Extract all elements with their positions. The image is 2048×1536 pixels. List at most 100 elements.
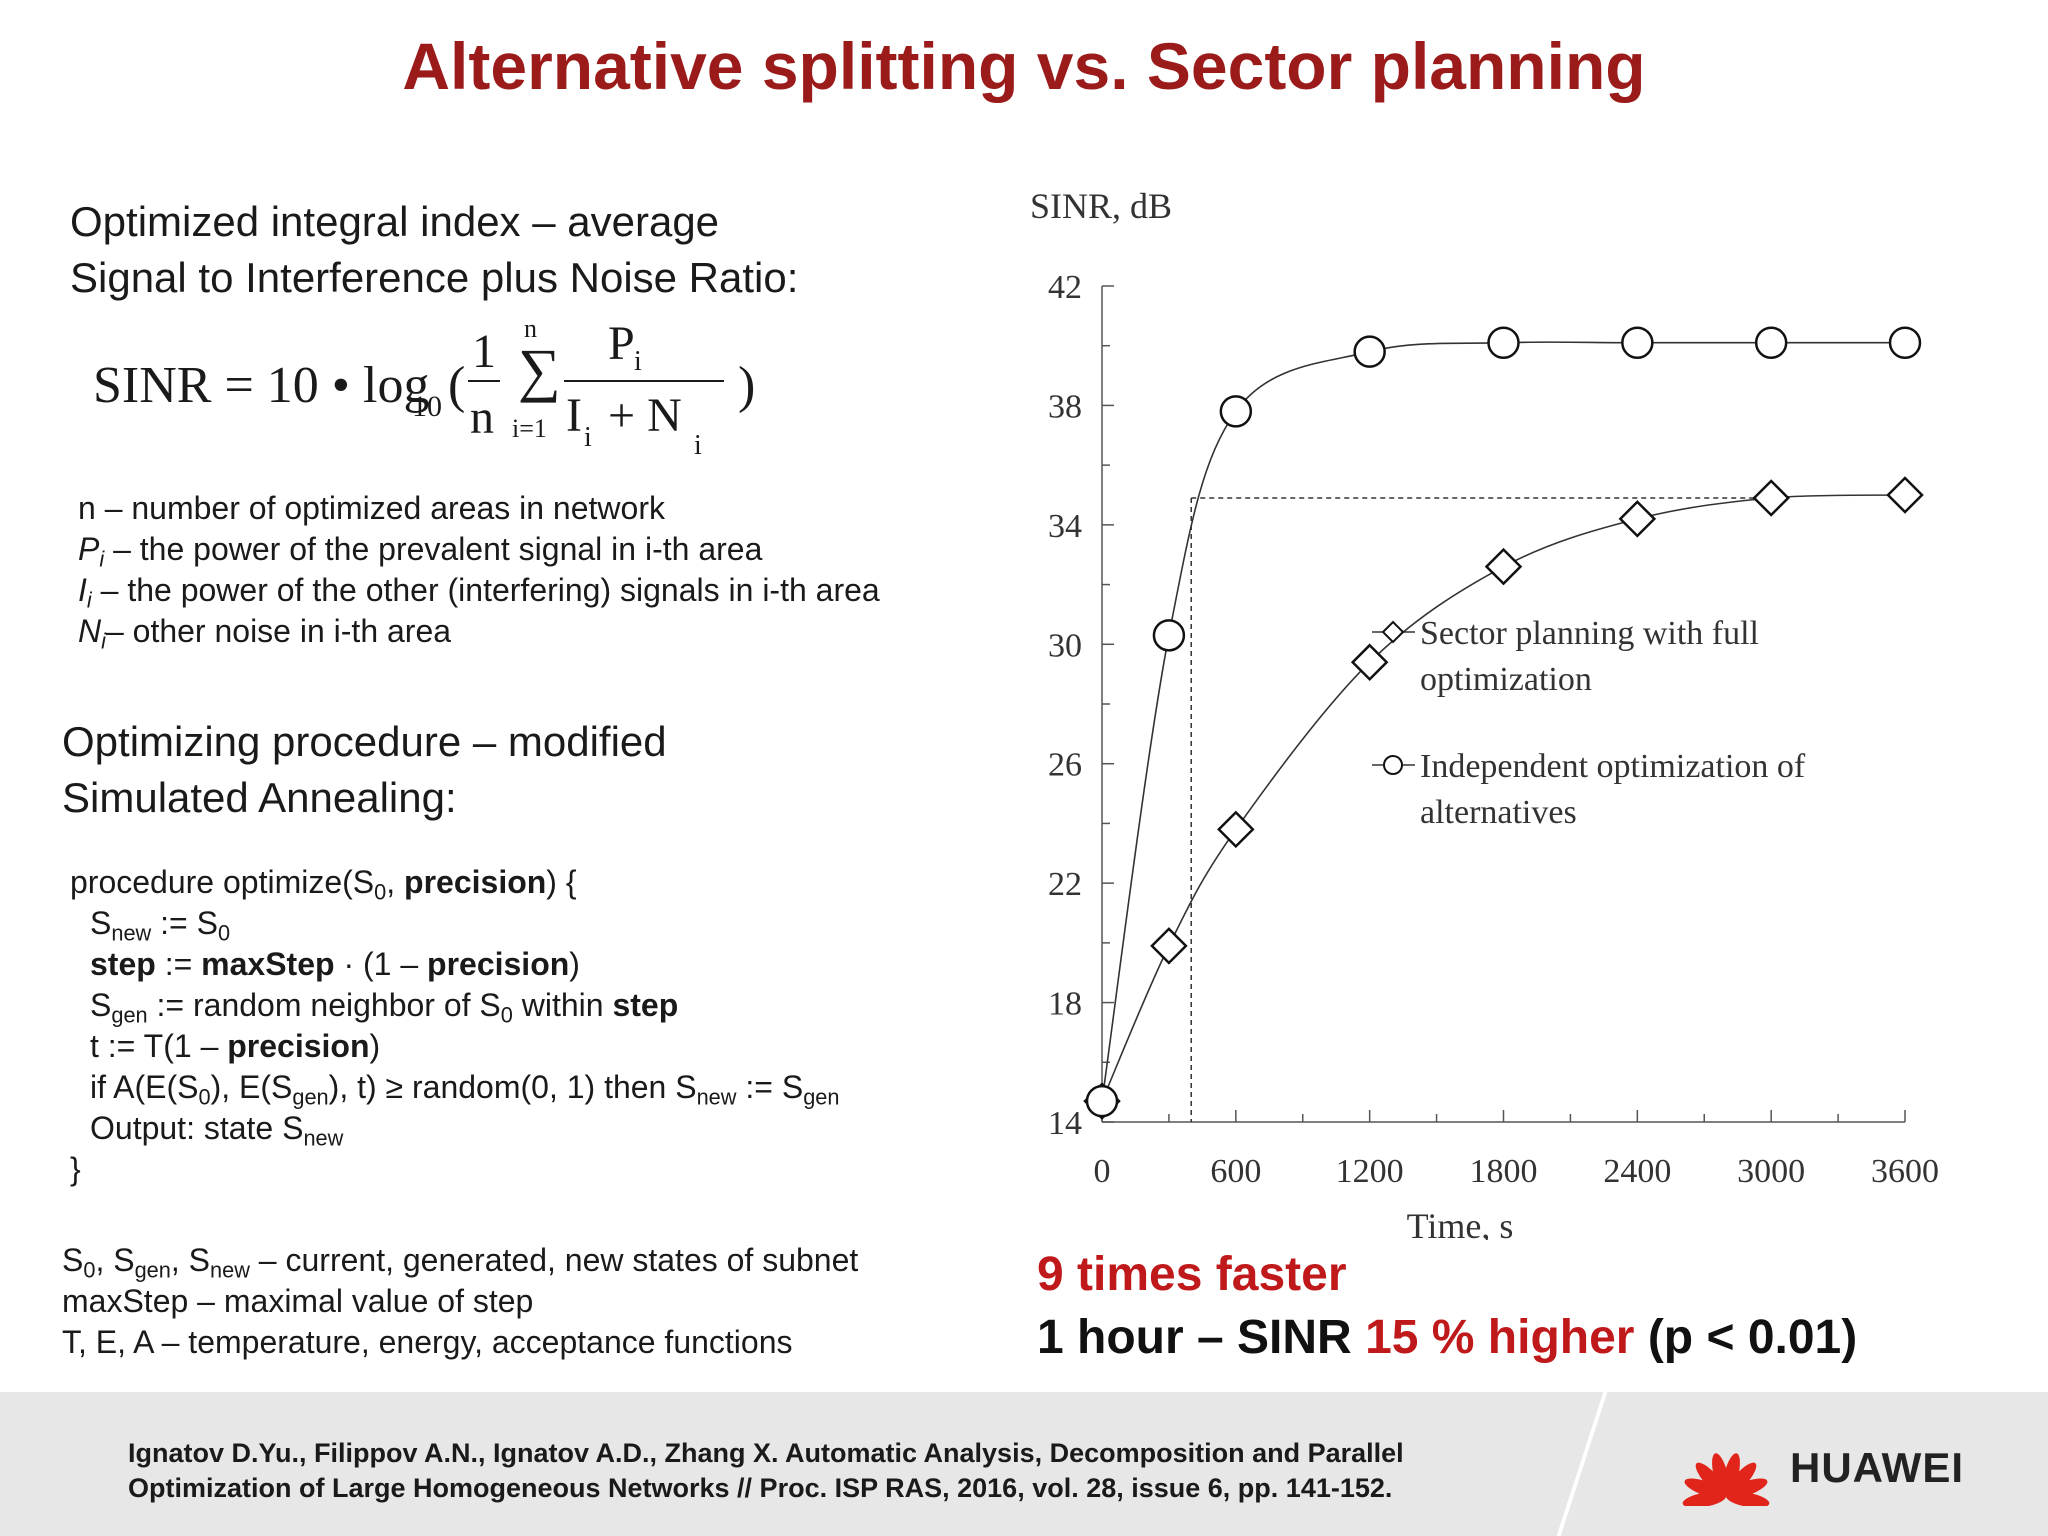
logo-petal (1682, 1491, 1727, 1506)
circle-marker (1888, 326, 1922, 359)
code-line-4: Sgen := random neighbor of S0 within ste… (90, 987, 679, 1028)
x-axis-label: Time, s (1407, 1206, 1514, 1240)
definition-i: Ii – the power of the other (interfering… (78, 572, 880, 613)
code-line-7: Output: state Snew (90, 1110, 344, 1151)
code-line-5: t := T(1 – precision) (90, 1028, 381, 1064)
circle-marker (1219, 395, 1253, 428)
citation-line-1: Ignatov D.Yu., Filippov A.N., Ignatov A.… (128, 1438, 1404, 1468)
formula-frac-numerator: 1 (472, 325, 496, 378)
sinr-result: 1 hour – SINR 15 % higher (p < 0.01) (1037, 1311, 1858, 1364)
definition-n: n – number of optimized areas in network (78, 490, 665, 526)
code-line-1: procedure optimize(S0, precision) { (70, 864, 577, 905)
x-tick-label: 1200 (1336, 1153, 1404, 1190)
speed-result: 9 times faster (1037, 1248, 1347, 1301)
diamond-marker (1217, 810, 1255, 849)
code-line-6: if A(E(S0), E(Sgen), t) ≥ random(0, 1) t… (90, 1069, 840, 1110)
definition-n-noise: Ni– other noise in i-th area (78, 613, 452, 654)
index-heading-line-2: Signal to Interference plus Noise Ratio: (70, 254, 799, 301)
x-tick-label: 2400 (1603, 1153, 1671, 1190)
definition-p: Pi – the power of the prevalent signal i… (78, 531, 763, 572)
circle-marker (1754, 326, 1788, 359)
legend-label: alternatives (1420, 794, 1577, 831)
reference-lines (1190, 497, 1772, 1122)
procedure-heading: Optimizing procedure – modified Simulate… (62, 714, 667, 826)
y-tick-label: 22 (1048, 866, 1082, 903)
circle-marker (1353, 335, 1386, 368)
formula-frac-bar (468, 380, 500, 382)
diamond-marker (1618, 500, 1657, 538)
legend-diamond-icon (1381, 620, 1405, 644)
circle-marker (1152, 619, 1186, 652)
formula-open-paren: ( (448, 357, 466, 414)
chart-legend: Sector planning with full optimization Ind… (1372, 615, 1806, 831)
diamond-marker (1350, 643, 1389, 681)
formula-lhs: SINR = 10 • log (93, 357, 430, 414)
formula-frac-denominator: n (470, 391, 494, 444)
y-tick-label: 42 (1048, 269, 1082, 306)
formula-sum-bottom: i=1 (512, 414, 547, 443)
circle-marker (1487, 326, 1520, 359)
chart-axes: 14 18 22 26 30 34 38 42 0 600 1200 1800 2400 3000 3600 (1048, 269, 1939, 1190)
diamond-marker (1752, 479, 1790, 517)
formula-den-plus-n: + N (608, 389, 682, 442)
series-markers (1083, 326, 1924, 1120)
formula-den-n-sub: i (694, 430, 702, 461)
citation: Ignatov D.Yu., Filippov A.N., Ignatov A.… (128, 1436, 1404, 1506)
pseudocode-block: procedure optimize(S0, precision) { Snew… (70, 862, 839, 1190)
x-tick-label: 600 (1210, 1153, 1261, 1190)
diamond-marker (1886, 476, 1924, 514)
y-tick-label: 30 (1048, 627, 1082, 664)
logo-petal (1725, 1491, 1770, 1506)
sinr-chart: SINR, dB 14 18 22 26 30 34 38 42 0 600 1200 1800 240… (1030, 190, 1939, 1240)
y-tick-label: 34 (1048, 508, 1082, 545)
legend-label: Sector planning with full (1420, 615, 1759, 652)
formula-numerator-sub: i (634, 346, 642, 377)
series-line-circle (1101, 341, 1905, 1102)
y-tick-label: 26 (1048, 747, 1082, 784)
y-tick-label: 14 (1048, 1105, 1082, 1142)
y-tick-label: 38 (1048, 388, 1082, 425)
code-line-3: step := maxStep · (1 – precision) (90, 946, 580, 982)
formula-close-paren: ) (738, 357, 756, 414)
formula-numerator: P (608, 317, 635, 370)
circle-marker (1085, 1084, 1119, 1118)
formula-sum-sign: ∑ (518, 337, 561, 403)
formula-log-base: 10 (412, 390, 442, 423)
footer-divider (1556, 1392, 1608, 1536)
huawei-logo: HUAWEI (1676, 1426, 2006, 1506)
huawei-flower-icon (1682, 1453, 1770, 1506)
procedure-heading-line-1: Optimizing procedure – modified (62, 718, 667, 765)
y-axis-label: SINR, dB (1030, 190, 1172, 226)
logo-text: HUAWEI (1790, 1444, 1964, 1491)
x-tick-label: 3000 (1737, 1153, 1805, 1190)
y-tick-label: 18 (1048, 986, 1082, 1023)
formula-den-i: I (566, 389, 582, 442)
legend-circle-icon (1383, 755, 1403, 775)
logo-petal (1722, 1453, 1740, 1497)
code-line-8: } (70, 1151, 81, 1187)
x-tick-label: 1800 (1470, 1153, 1538, 1190)
series-curves (1101, 341, 1906, 1102)
index-heading-line-1: Optimized integral index – average (70, 198, 720, 245)
note-states: S0, Sgen, Snew – current, generated, new… (62, 1242, 859, 1283)
legend-label: Independent optimization of (1420, 748, 1806, 785)
sinr-formula: SINR = 10 • log 10 ( 1 n n ∑ i=1 P i I i… (88, 314, 755, 468)
formula-sum-top: n (524, 314, 537, 343)
notes-block: S0, Sgen, Snew – current, generated, new… (62, 1240, 858, 1363)
footer-bar: Ignatov D.Yu., Filippov A.N., Ignatov A.… (0, 1392, 2048, 1536)
index-heading: Optimized integral index – average Signa… (70, 194, 798, 306)
procedure-heading-line-2: Simulated Annealing: (62, 774, 457, 821)
formula-main-bar (564, 380, 724, 382)
formula-den-i-sub: i (584, 422, 592, 453)
x-tick-label: 3600 (1871, 1153, 1939, 1190)
citation-line-2: Optimization of Large Homogeneous Networ… (128, 1473, 1393, 1503)
diamond-marker (1150, 927, 1188, 965)
definitions-list: n – number of optimized areas in network… (78, 488, 880, 652)
x-tick-label: 0 (1094, 1153, 1111, 1190)
legend-label: optimization (1420, 661, 1592, 698)
code-line-2: Snew := S0 (90, 905, 231, 946)
slide-title: Alternative splitting vs. Sector plannin… (402, 29, 1646, 103)
note-functions: T, E, A – temperature, energy, acceptanc… (62, 1324, 793, 1360)
note-maxstep: maxStep – maximal value of step (62, 1283, 534, 1319)
diamond-marker (1484, 547, 1523, 586)
